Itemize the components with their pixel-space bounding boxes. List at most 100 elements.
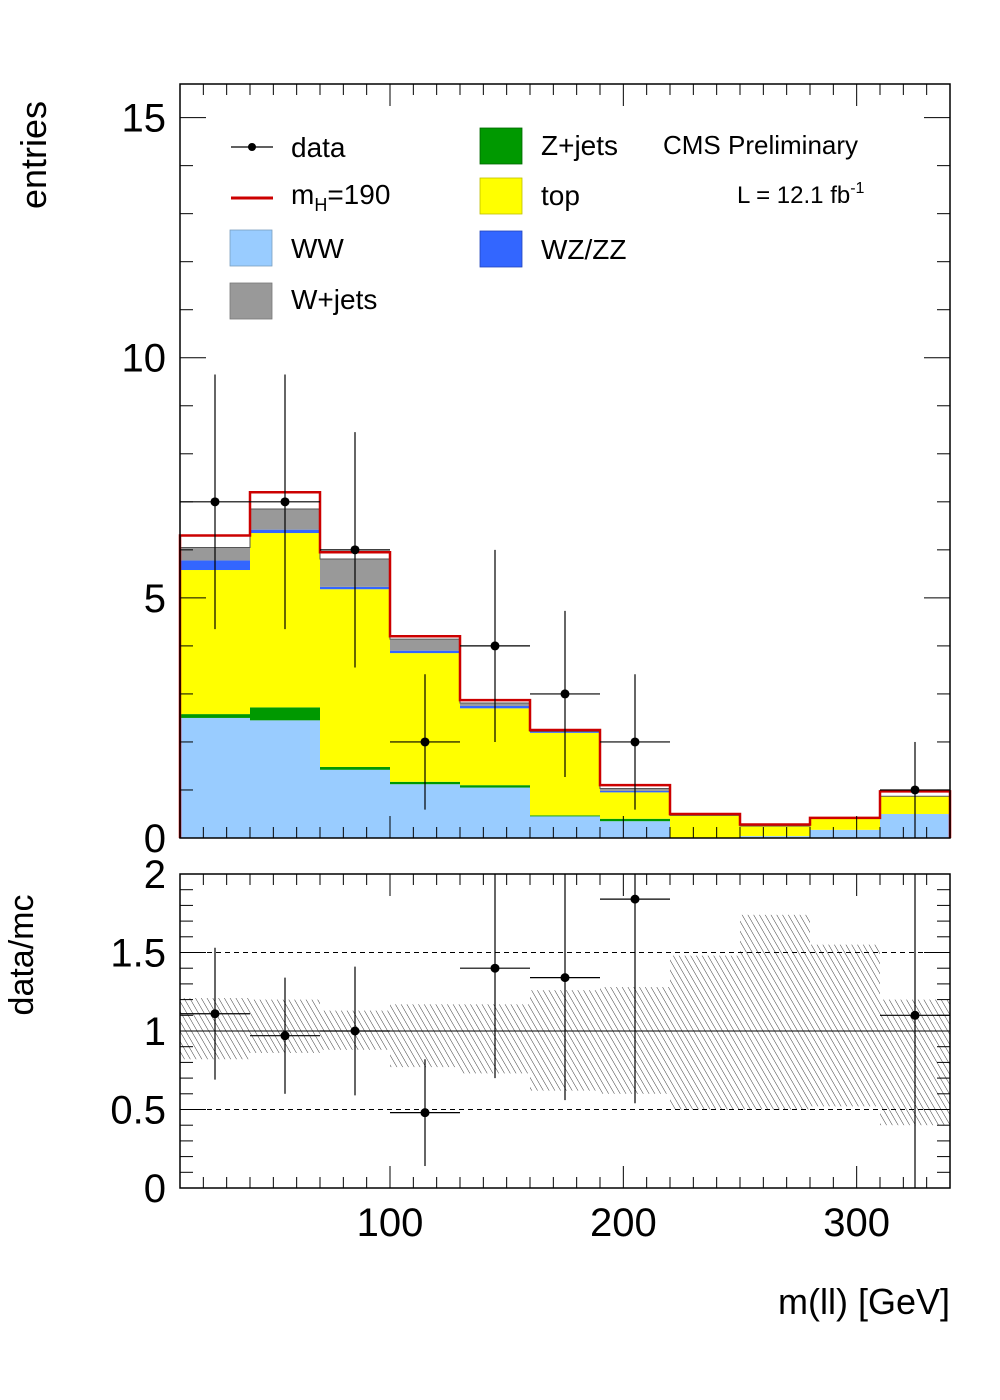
- legend-item-wzzz: WZ/ZZ: [479, 230, 627, 268]
- main-y-axis-label: entries: [13, 101, 54, 209]
- data-points: [180, 374, 950, 838]
- legend-swatch-ww: [229, 229, 273, 267]
- bar-ww-bin-6: [600, 821, 670, 838]
- data-marker-1: [280, 497, 290, 507]
- main-plot-frame: [179, 83, 951, 839]
- legend-swatch-zjets: [479, 127, 523, 165]
- ratio-y-tick-label-1: 0.5: [110, 1089, 166, 1133]
- ratio-y-axis-label: data/mc: [3, 895, 41, 1016]
- ratio-axis-ticks: [179, 873, 951, 1189]
- bar-ww-bin-2: [320, 769, 390, 838]
- bar-wz-zz-bin-3: [390, 650, 460, 654]
- ratio-point-3: [390, 1059, 460, 1167]
- x-tick-label-0: 100: [357, 1201, 424, 1245]
- bar-ww-bin-4: [460, 787, 530, 838]
- x-tick-label-2: 300: [823, 1201, 890, 1245]
- legend-item-top: top: [479, 177, 580, 215]
- bar-top-bin-7: [670, 815, 740, 838]
- data-point-2: [320, 432, 390, 668]
- ratio-point-2: [320, 966, 390, 1096]
- data-marker-0: [210, 497, 220, 507]
- data-marker-3: [420, 737, 430, 747]
- experiment-label: CMS Preliminary: [663, 130, 858, 160]
- ratio-marker-5: [560, 973, 570, 983]
- ratio-marker-4: [490, 963, 500, 973]
- legend-label-signal: mH=190: [291, 179, 390, 215]
- legend-swatch-top: [479, 177, 523, 215]
- ratio-point-6: [600, 874, 670, 1104]
- legend-swatch-wjets: [229, 282, 273, 320]
- ratio-point-5: [530, 874, 600, 1101]
- ratio-marker-0: [210, 1009, 220, 1019]
- main-y-tick-label-1: 5: [144, 577, 166, 621]
- data-marker-5: [560, 689, 570, 699]
- data-point-4: [460, 549, 530, 742]
- data-point-3: [390, 674, 460, 810]
- bar-top-bin-8: [740, 825, 810, 837]
- ratio-band-bin-3: [390, 1004, 460, 1068]
- ratio-marker-6: [630, 894, 640, 904]
- bar-ww-bin-5: [530, 816, 600, 838]
- main-y-tick-label-3: 15: [122, 97, 167, 141]
- bar-z-jets-bin-6: [600, 818, 670, 822]
- luminosity-label: L = 12.1 fb-1: [737, 180, 865, 209]
- data-point-5: [530, 610, 600, 778]
- ratio-y-tick-labels: 0 0.5 1 1.5 2: [110, 853, 166, 1211]
- data-point-1: [250, 374, 320, 630]
- ratio-marker-7: [910, 1010, 920, 1020]
- data-marker-6: [630, 737, 640, 747]
- legend-item-ww: WW: [229, 229, 344, 267]
- x-tick-label-1: 200: [590, 1201, 657, 1245]
- main-y-tick-label-0: 0: [144, 817, 166, 861]
- ratio-y-tick-label-2: 1: [144, 1010, 166, 1054]
- ratio-band-bin-9: [810, 944, 880, 1107]
- ratio-marker-1: [280, 1031, 290, 1041]
- main-y-tick-labels: 0 5 10 15: [122, 97, 167, 861]
- legend-label-wzzz: WZ/ZZ: [541, 234, 627, 265]
- legend-item-zjets: Z+jets: [479, 127, 618, 165]
- ratio-point-0: [180, 947, 250, 1080]
- bar-z-jets-bin-4: [460, 785, 530, 788]
- ratio-band-bin-8: [740, 914, 810, 1110]
- legend-swatch-wzzz: [479, 230, 523, 268]
- bar-z-jets-bin-5: [530, 815, 600, 817]
- legend-label-ww: WW: [291, 233, 344, 264]
- bar-ww-bin-8: [740, 836, 810, 838]
- ratio-y-tick-label-3: 1.5: [110, 932, 166, 976]
- x-axis-label: m(ll) [GeV]: [778, 1281, 950, 1322]
- main-axis-ticks: [179, 84, 951, 839]
- bar-w-jets-bin-3: [390, 639, 460, 651]
- bar-z-jets-bin-0: [180, 714, 250, 718]
- ratio-band-bin-7: [670, 955, 740, 1110]
- ratio-panel: 0 0.5 1 1.5 2 100 200 300 data/mc m(ll) [GeV]: [3, 853, 951, 1322]
- legend: data mH=190 WW W+jets Z+jets top: [229, 127, 627, 320]
- bar-ww-bin-9: [810, 829, 880, 838]
- ratio-point-1: [250, 977, 320, 1094]
- ratio-y-tick-label-4: 2: [144, 853, 166, 897]
- bar-z-jets-bin-2: [320, 766, 390, 770]
- data-marker-2: [350, 545, 360, 555]
- data-marker-4: [490, 641, 500, 651]
- legend-label-wjets: W+jets: [291, 284, 377, 315]
- ratio-marker-2: [350, 1026, 360, 1036]
- ratio-y-tick-label-0: 0: [144, 1167, 166, 1211]
- x-tick-labels: 100 200 300: [357, 1201, 890, 1245]
- data-point-6: [600, 674, 670, 810]
- legend-label-data: data: [291, 132, 346, 163]
- legend-item-wjets: W+jets: [229, 282, 377, 320]
- bar-top-bin-9: [810, 817, 880, 830]
- legend-item-data: data: [231, 132, 346, 163]
- legend-label-top: top: [541, 180, 580, 211]
- ratio-point-4: [460, 874, 530, 1079]
- main-y-tick-label-2: 10: [122, 337, 167, 381]
- legend-item-signal: mH=190: [231, 179, 390, 215]
- ratio-marker-3: [420, 1108, 430, 1118]
- legend-label-zjets: Z+jets: [541, 130, 618, 161]
- legend-data-marker: [248, 143, 256, 151]
- bar-z-jets-bin-1: [250, 707, 320, 721]
- main-panel: 0 5 10 15 entries data mH=190 WW W+jets: [13, 83, 952, 861]
- bar-ww-bin-0: [180, 717, 250, 838]
- data-marker-7: [910, 785, 920, 795]
- bar-ww-bin-1: [250, 720, 320, 838]
